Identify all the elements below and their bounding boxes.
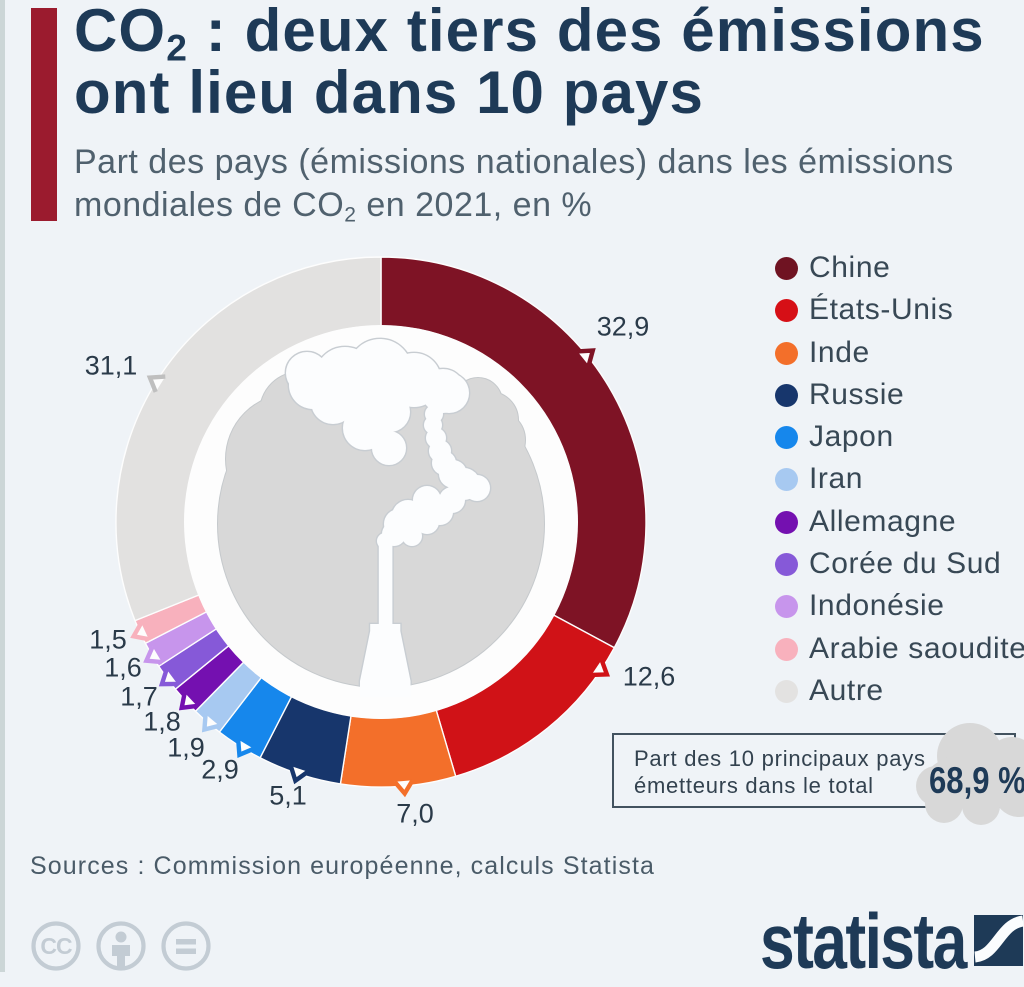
svg-text:CC: CC bbox=[40, 933, 72, 959]
